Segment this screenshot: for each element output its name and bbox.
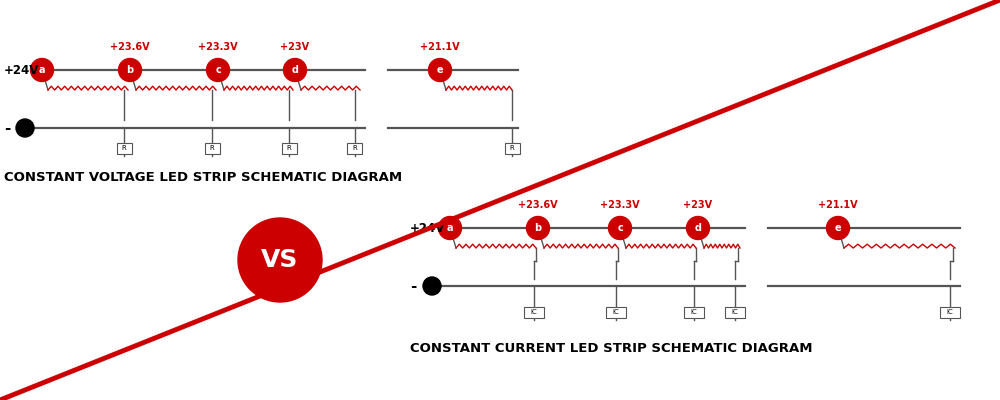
Bar <box>725 306 745 318</box>
Text: d: d <box>292 65 298 75</box>
Text: b: b <box>534 223 542 233</box>
Text: IC: IC <box>732 309 738 315</box>
Text: +21.1V: +21.1V <box>420 42 460 52</box>
Bar <box>116 142 132 154</box>
Text: -: - <box>410 278 416 294</box>
Text: CONSTANT CURRENT LED STRIP SCHEMATIC DIAGRAM: CONSTANT CURRENT LED STRIP SCHEMATIC DIA… <box>410 342 812 354</box>
Text: +23.3V: +23.3V <box>198 42 238 52</box>
Text: d: d <box>694 223 702 233</box>
Text: +23.3V: +23.3V <box>600 200 640 210</box>
Text: VS: VS <box>261 248 299 272</box>
Text: +23.6V: +23.6V <box>110 42 150 52</box>
Text: +21.1V: +21.1V <box>818 200 858 210</box>
Text: c: c <box>617 223 623 233</box>
Bar <box>524 306 544 318</box>
Circle shape <box>608 216 632 240</box>
Bar <box>348 142 362 154</box>
Circle shape <box>429 58 452 82</box>
Text: IC: IC <box>947 309 953 315</box>
Text: IC: IC <box>531 309 537 315</box>
Text: e: e <box>437 65 443 75</box>
Bar <box>282 142 296 154</box>
Circle shape <box>30 58 54 82</box>
Text: R: R <box>287 145 291 151</box>
Bar <box>606 306 626 318</box>
Text: c: c <box>215 65 221 75</box>
Bar <box>940 306 960 318</box>
Circle shape <box>238 218 322 302</box>
Text: +24V: +24V <box>4 64 39 76</box>
Text: b: b <box>126 65 134 75</box>
Circle shape <box>16 119 34 137</box>
Bar <box>684 306 704 318</box>
Bar <box>205 142 220 154</box>
Text: IC: IC <box>691 309 697 315</box>
Text: R: R <box>510 145 514 151</box>
Bar <box>505 142 520 154</box>
Text: R: R <box>210 145 214 151</box>
Text: -: - <box>4 120 10 136</box>
Circle shape <box>827 216 850 240</box>
Circle shape <box>207 58 230 82</box>
Text: a: a <box>39 65 45 75</box>
Circle shape <box>526 216 550 240</box>
Text: CONSTANT VOLTAGE LED STRIP SCHEMATIC DIAGRAM: CONSTANT VOLTAGE LED STRIP SCHEMATIC DIA… <box>4 172 402 184</box>
Circle shape <box>438 216 462 240</box>
Circle shape <box>686 216 710 240</box>
Text: R: R <box>122 145 126 151</box>
Circle shape <box>119 58 142 82</box>
Text: +24V: +24V <box>410 222 445 234</box>
Circle shape <box>284 58 306 82</box>
Circle shape <box>423 277 441 295</box>
Text: a: a <box>447 223 453 233</box>
Text: IC: IC <box>613 309 619 315</box>
Text: e: e <box>835 223 841 233</box>
Text: +23.6V: +23.6V <box>518 200 558 210</box>
Text: R: R <box>353 145 357 151</box>
Text: +23V: +23V <box>683 200 713 210</box>
Text: +23V: +23V <box>280 42 310 52</box>
